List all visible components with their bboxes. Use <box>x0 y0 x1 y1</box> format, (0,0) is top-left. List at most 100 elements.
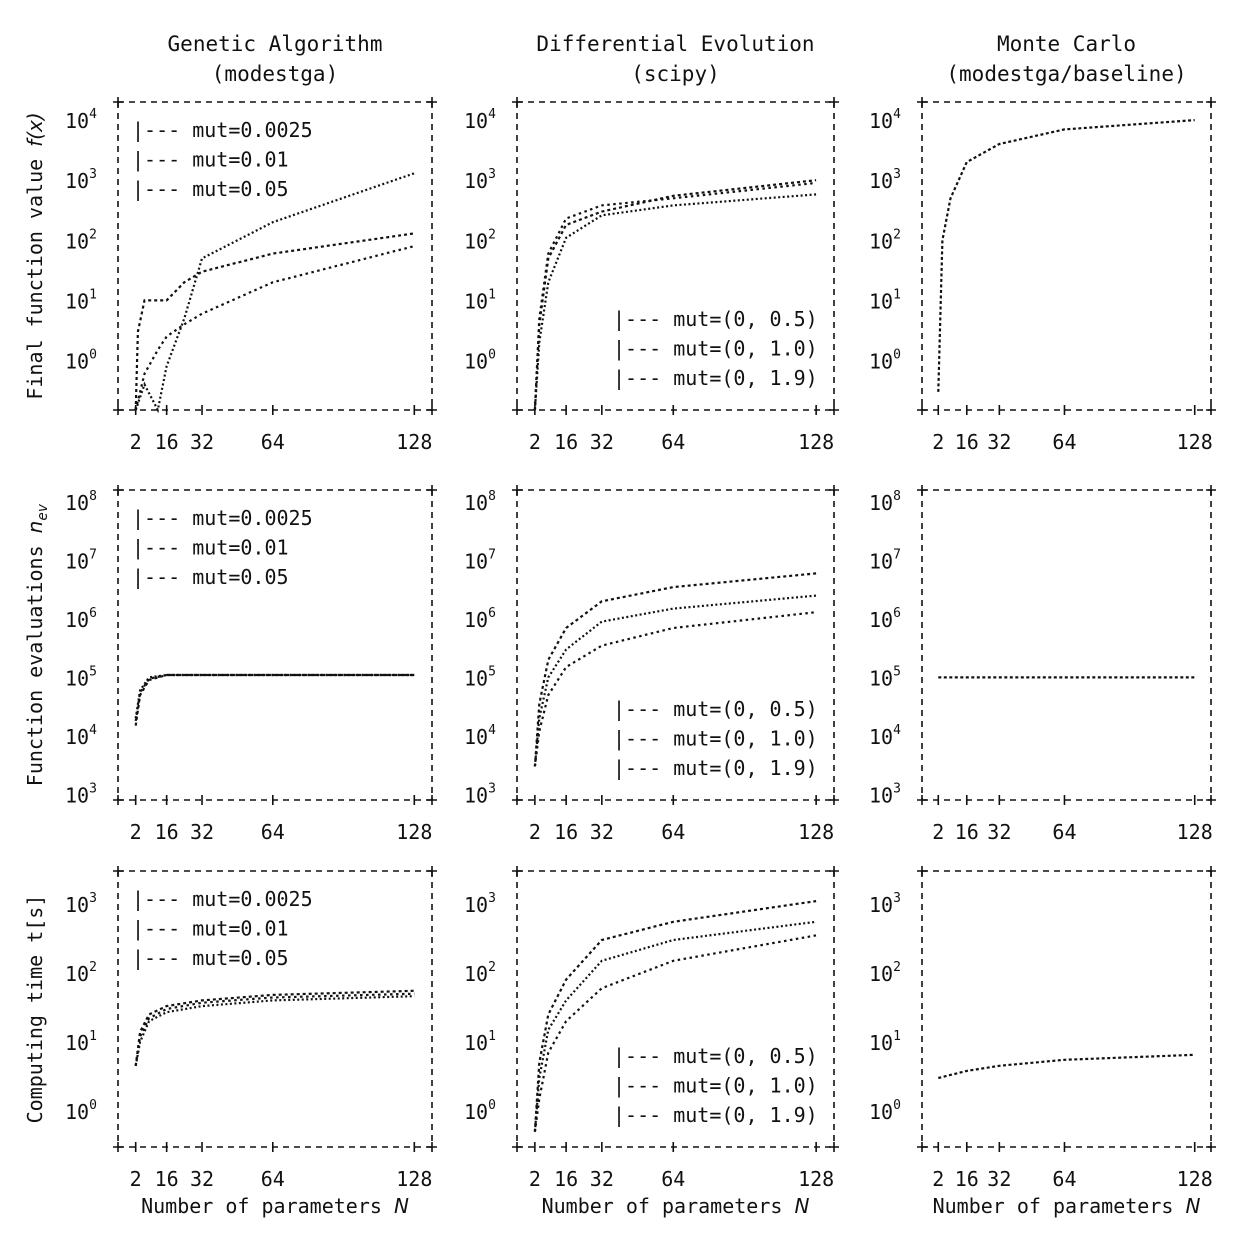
x-tick-label: 128 <box>798 430 834 454</box>
y-tick-label: 101 <box>65 1029 97 1055</box>
column-title-line: (modestga) <box>212 62 338 86</box>
y-tick-label: 108 <box>464 489 496 515</box>
x-tick-label: 16 <box>155 1167 179 1191</box>
corner-mark <box>512 97 522 107</box>
panel-6: 2 16 32 64 128 103 104 105 106 107 108 <box>869 485 1216 844</box>
corner-mark <box>829 485 839 495</box>
corner-mark <box>829 405 839 415</box>
y-tick-label: 103 <box>869 891 901 917</box>
x-tick-label: 128 <box>1177 820 1213 844</box>
x-tick-label: 16 <box>155 430 179 454</box>
series-line <box>134 989 415 1066</box>
y-tick-label: 105 <box>464 664 496 690</box>
y-tick-label: 106 <box>869 606 901 632</box>
series-line <box>134 673 415 722</box>
corner-mark <box>829 795 839 805</box>
y-tick-label: 104 <box>869 107 901 133</box>
y-tick-label: 100 <box>464 347 496 373</box>
x-tick-label: 128 <box>396 820 432 844</box>
y-tick-label: 102 <box>65 227 97 253</box>
y-tick-label: 104 <box>65 723 97 749</box>
x-tick-label: 2 <box>932 430 944 454</box>
corner-mark <box>917 97 927 107</box>
panel-2: 2 16 32 64 128 100 101 102 103 104 |--- mut=(0, 0.… <box>464 97 839 454</box>
corner-mark <box>113 795 123 805</box>
x-tick-label: 2 <box>932 1167 944 1191</box>
x-tick-label: 16 <box>955 1167 979 1191</box>
series-line <box>134 673 415 719</box>
y-tick-label: 103 <box>869 167 901 193</box>
y-tick-label: 107 <box>65 547 97 573</box>
panel-8: 2 16 32 64 128 100 101 102 103 |--- mut=(0, 0.5) |… <box>464 866 839 1218</box>
x-tick-label: 2 <box>529 1167 541 1191</box>
y-tick-label: 102 <box>464 960 496 986</box>
legend-entry: |--- mut=0.01 <box>132 917 289 941</box>
y-tick-label: 106 <box>464 606 496 632</box>
x-tick-label: 64 <box>1052 1167 1076 1191</box>
row-ylabel: Function evaluations nev <box>23 503 51 786</box>
legend-entry: |--- mut=(0, 1.9) <box>613 1103 818 1127</box>
corner-mark <box>113 485 123 495</box>
panel-3: 2 16 32 64 128 100 101 102 103 104 <box>869 97 1216 454</box>
corner-mark <box>829 866 839 876</box>
x-tick-label: 2 <box>130 430 142 454</box>
corner-mark <box>1206 405 1216 415</box>
y-tick-label: 105 <box>65 664 97 690</box>
corner-mark <box>427 1142 437 1152</box>
legend-entry: |--- mut=0.05 <box>132 177 289 201</box>
y-tick-label: 104 <box>869 723 901 749</box>
legend-entry: |--- mut=(0, 0.5) <box>613 307 818 331</box>
x-tick-label: 32 <box>590 1167 614 1191</box>
x-tick-label: 64 <box>661 820 685 844</box>
x-tick-label: 128 <box>1177 430 1213 454</box>
x-tick-label: 32 <box>190 820 214 844</box>
series-line <box>533 181 817 411</box>
series-line <box>533 920 817 1132</box>
corner-mark <box>512 405 522 415</box>
y-tick-label: 104 <box>65 107 97 133</box>
x-tick-label: 2 <box>130 820 142 844</box>
series-line <box>134 232 415 411</box>
y-tick-label: 100 <box>65 347 97 373</box>
y-tick-label: 103 <box>464 781 496 807</box>
column-title-line: Genetic Algorithm <box>168 32 383 56</box>
x-tick-label: 32 <box>590 430 614 454</box>
column-title-line: (scipy) <box>631 62 720 86</box>
x-tick-label: 2 <box>529 820 541 844</box>
x-tick-label: 16 <box>155 820 179 844</box>
x-tick-label: 128 <box>1177 1167 1213 1191</box>
y-tick-label: 101 <box>464 287 496 313</box>
y-tick-label: 103 <box>464 167 496 193</box>
y-tick-label: 107 <box>869 547 901 573</box>
legend-entry: |--- mut=0.05 <box>132 565 289 589</box>
legend-entry: |--- mut=0.01 <box>132 536 289 560</box>
x-tick-label: 16 <box>955 430 979 454</box>
column-title-line: (modestga/baseline) <box>946 62 1186 86</box>
y-tick-label: 103 <box>869 781 901 807</box>
y-tick-label: 100 <box>65 1098 97 1124</box>
series-line <box>533 934 817 1132</box>
y-tick-label: 102 <box>65 960 97 986</box>
panel-4: 2 16 32 64 128 103 104 105 106 107 108 |--- mut=0.0… <box>65 485 437 844</box>
x-tick-label: 64 <box>661 430 685 454</box>
corner-mark <box>113 1142 123 1152</box>
corner-mark <box>917 405 927 415</box>
corner-mark <box>917 866 927 876</box>
y-tick-label: 104 <box>464 723 496 749</box>
x-tick-label: 2 <box>130 1167 142 1191</box>
corner-mark <box>917 1142 927 1152</box>
panel-7: 2 16 32 64 128 100 101 102 103 |--- mut=0.0025 |--… <box>65 866 437 1218</box>
legend-entry: |--- mut=(0, 1.0) <box>613 337 818 361</box>
x-tick-label: 128 <box>798 820 834 844</box>
series-line <box>533 572 817 767</box>
corner-mark <box>512 485 522 495</box>
corner-mark <box>427 795 437 805</box>
x-tick-label: 16 <box>554 820 578 844</box>
corner-mark <box>512 1142 522 1152</box>
corner-mark <box>113 97 123 107</box>
legend-entry: |--- mut=0.01 <box>132 148 289 172</box>
corner-mark <box>512 795 522 805</box>
corner-mark <box>512 866 522 876</box>
y-tick-label: 102 <box>869 960 901 986</box>
corner-mark <box>1206 1142 1216 1152</box>
